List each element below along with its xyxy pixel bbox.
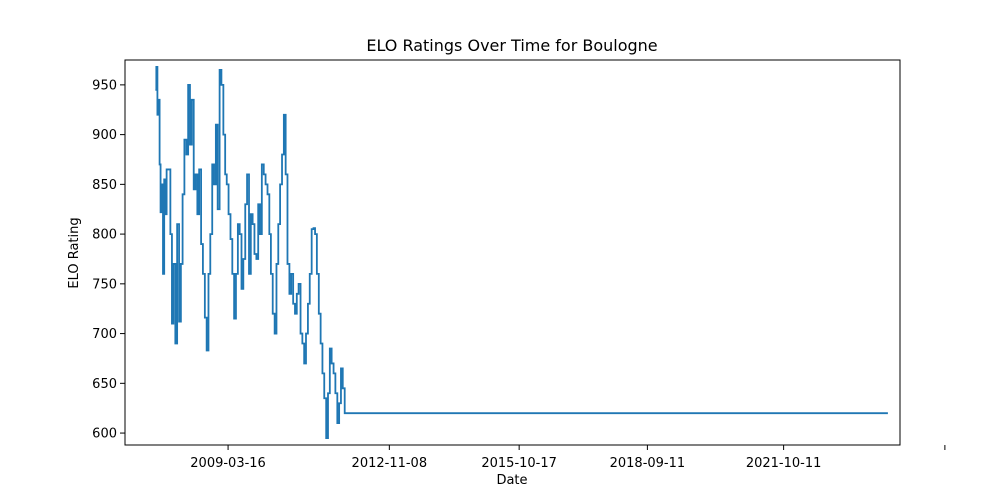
y-axis-title: ELO Rating (67, 217, 82, 288)
plot-frame (124, 59, 901, 446)
x-tick-label: 2015-10-17 (481, 456, 557, 471)
x-tick-label: 2018-09-11 (610, 456, 686, 471)
x-tick-label: 2009-03-16 (190, 456, 266, 471)
chart-title: ELO Ratings Over Time for Boulogne (366, 36, 657, 55)
y-tick-label: 950 (92, 78, 117, 93)
plot-area: 2009-03-16 2012-11-08 2015-10-17 2018-09-11… (92, 59, 946, 471)
x-tick-label: 2012-11-08 (352, 456, 428, 471)
y-axis: 600 650 700 750 800 850 900 950 (92, 78, 125, 442)
x-axis-title: Date (496, 473, 527, 488)
x-axis: 2009-03-16 2012-11-08 2015-10-17 2018-09-11… (190, 445, 946, 471)
y-tick-label: 650 (92, 377, 117, 392)
elo-series-line (155, 66, 888, 439)
y-tick-label: 850 (92, 178, 117, 193)
y-tick-label: 900 (92, 128, 117, 143)
x-tick-label: 2021-10-11 (746, 456, 822, 471)
y-tick-label: 700 (92, 327, 117, 342)
y-tick-label: 600 (92, 427, 117, 442)
y-tick-label: 750 (92, 277, 117, 292)
y-tick-label: 800 (92, 228, 117, 243)
